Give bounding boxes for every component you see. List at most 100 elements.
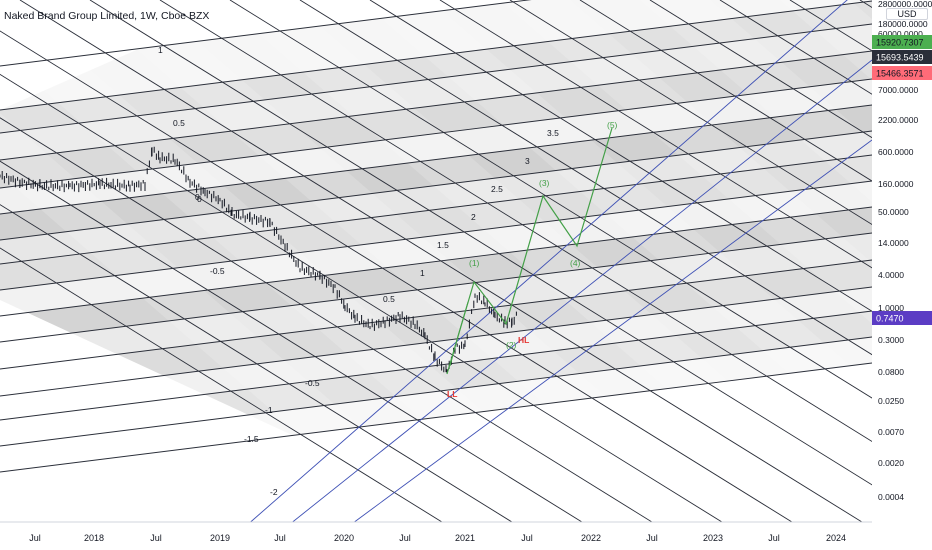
currency-unit[interactable]: USD <box>886 8 928 20</box>
wave-label: (1) <box>469 258 480 268</box>
diagonal-fib-label: 0 <box>197 194 202 204</box>
time-tick-label: 2022 <box>581 533 601 543</box>
price-tick-label: 14.0000 <box>878 238 909 248</box>
swing-label-ll: LL <box>447 389 457 399</box>
time-axis[interactable]: Jul 2018 Jul 2019 Jul 2020 Jul 2021 Jul 2022 Jul 20… <box>0 521 932 550</box>
wave-label: (5) <box>607 120 618 130</box>
annotation-labels: -2-1.5-1-0.500.511.522.533.510.50-0.5(1)… <box>158 45 618 497</box>
fib-diagonal-band <box>0 0 610 522</box>
projection-segment <box>449 301 469 367</box>
time-tick-label: 2021 <box>455 533 475 543</box>
fib-band <box>0 207 872 342</box>
fib-diagonal-band <box>80 0 750 522</box>
fib-diagonal-line <box>0 247 473 542</box>
time-tick-label: 2023 <box>703 533 723 543</box>
fib-line <box>0 0 532 67</box>
price-tick-label: 1.0000 <box>878 303 904 313</box>
time-tick-label: 2018 <box>84 533 104 543</box>
fib-level-label: -0.5 <box>305 378 320 388</box>
channel-line <box>329 139 873 541</box>
price-bars <box>0 146 517 374</box>
fib-diagonal-band <box>0 0 470 522</box>
fib-line <box>0 180 873 291</box>
time-tick-label: 2020 <box>334 533 354 543</box>
fib-level-label: -2 <box>270 487 278 497</box>
fib-diagonal-line <box>0 30 823 542</box>
pitchfork-channel <box>229 0 873 541</box>
fib-line <box>0 232 873 343</box>
price-tick-label: 180000.0000 <box>878 19 928 29</box>
price-tick-label: 0.0070 <box>878 427 904 437</box>
fib-line <box>0 286 873 397</box>
time-tick-label: Jul <box>29 533 41 543</box>
fib-band <box>0 155 872 290</box>
fib-diagonal-line <box>229 0 932 436</box>
price-tick-label: 0.0800 <box>878 367 904 377</box>
wave-label: (3) <box>539 178 550 188</box>
diagonal-fib-label: 1 <box>158 45 163 55</box>
price-badge <box>872 66 932 80</box>
fib-band <box>0 105 872 240</box>
price-tick-label: 0.3000 <box>878 335 904 345</box>
fib-level-label: 0.5 <box>383 294 395 304</box>
fib-diagonal-band <box>360 0 872 522</box>
chart-title: Naked Brand Group Limited, 1W, Cboe BZX <box>4 10 210 22</box>
fib-line <box>0 259 873 370</box>
time-tick-label: Jul <box>274 533 286 543</box>
projection-path <box>446 127 613 375</box>
fib-diagonal-line <box>0 117 683 542</box>
fib-diagonal-line <box>19 0 893 542</box>
fib-level-label: -1 <box>265 405 273 415</box>
fib-level-label: 1.5 <box>437 240 449 250</box>
fib-line <box>0 0 873 111</box>
fib-level-label: 3.5 <box>547 128 559 138</box>
channel-line <box>269 59 873 541</box>
fib-diagonal-line <box>0 160 613 542</box>
price-badge-label: 15466.3571 <box>876 69 924 79</box>
price-axis[interactable]: 2800000.0000 180000.000060000.000015920.7… <box>872 0 932 550</box>
fib-diagonal-line <box>369 0 932 349</box>
fib-horizontal-lines <box>0 0 873 473</box>
fib-line <box>0 104 873 215</box>
fib-band <box>0 131 872 264</box>
price-tick-label: 0.0020 <box>878 458 904 468</box>
wave-label: (2) <box>506 340 517 350</box>
time-tick-label: Jul <box>399 533 411 543</box>
fib-line <box>0 154 873 265</box>
time-tick-label: 2019 <box>210 533 230 543</box>
price-tick-label: 60000.0000 <box>878 29 923 39</box>
price-badge-label: 15920.7307 <box>876 38 924 48</box>
wave-label: (4) <box>570 258 581 268</box>
wave-projection <box>446 127 613 375</box>
price-tick-label: 7000.0000 <box>878 85 918 95</box>
fib-line <box>0 78 873 189</box>
price-badge <box>872 35 932 49</box>
fib-diagonal-line <box>649 0 932 176</box>
price-tick-label: 50.0000 <box>878 207 909 217</box>
time-axis-bg <box>0 522 932 550</box>
price-tick-label: 2800000.0000 <box>878 0 932 9</box>
fib-band <box>0 0 872 110</box>
price-axis-bg <box>872 0 932 550</box>
diagonal-fib-label: 0.5 <box>173 118 185 128</box>
fib-level-label: 2 <box>471 212 476 222</box>
fib-diagonal-line <box>579 0 932 219</box>
time-tick-label: Jul <box>150 533 162 543</box>
fib-diagonal-band <box>640 0 872 522</box>
fib-diagonal-line <box>0 73 753 542</box>
fib-diagonal-line <box>509 0 932 263</box>
price-tick-label: 2200.0000 <box>878 115 918 125</box>
time-tick-label: Jul <box>646 533 658 543</box>
fib-line <box>0 336 873 447</box>
price-badge-label: 0.7470 <box>876 314 904 324</box>
fib-level-label: -1.5 <box>244 434 259 444</box>
fib-line <box>0 50 873 161</box>
fib-level-label: 1 <box>420 268 425 278</box>
fib-diagonal-band <box>220 0 872 522</box>
price-tick-label: 0.0004 <box>878 492 904 502</box>
fib-diagonal-line <box>0 204 543 542</box>
fib-diagonal-line <box>299 0 932 393</box>
fib-level-label: 2.5 <box>491 184 503 194</box>
